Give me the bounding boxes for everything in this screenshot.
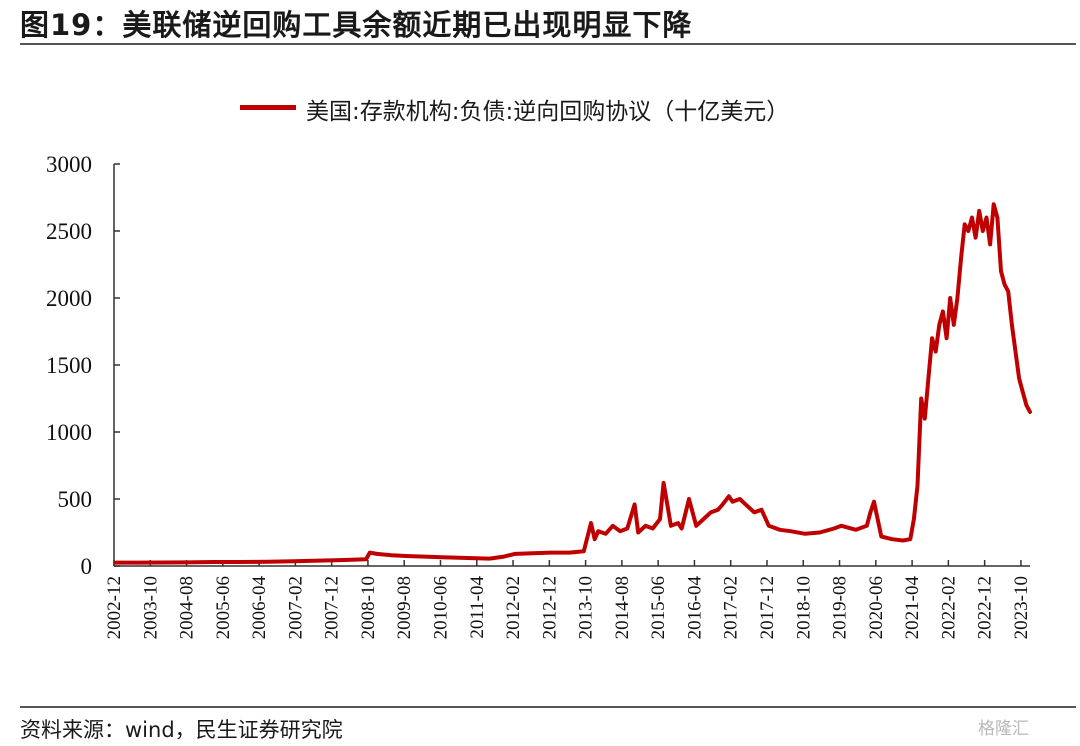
x-tick-label: 2013-10 (576, 576, 597, 639)
y-tick-label: 1500 (46, 353, 92, 378)
y-tick-label: 500 (58, 487, 93, 512)
x-tick-label: 2007-12 (322, 576, 343, 639)
x-tick-label: 2016-04 (684, 576, 705, 640)
y-tick-label: 1000 (46, 420, 92, 445)
x-tick-label: 2007-02 (285, 576, 306, 639)
x-tick-label: 2011-04 (467, 576, 488, 639)
y-tick-label: 3000 (46, 152, 92, 177)
chart-axes (113, 164, 1030, 567)
legend-label: 美国:存款机构:负债:逆向回购协议（十亿美元） (306, 99, 790, 125)
x-tick-label: 2019-08 (830, 576, 851, 639)
x-tick-label: 2022-12 (975, 576, 996, 639)
x-tick-label: 2005-06 (213, 576, 234, 639)
x-tick-label: 2017-02 (721, 576, 742, 639)
x-tick-label: 2012-12 (539, 576, 560, 639)
series-layer (113, 202, 1032, 565)
series-line-0 (113, 202, 1032, 565)
x-tick-label: 2010-06 (430, 576, 451, 639)
x-tick-label: 2015-06 (648, 576, 669, 639)
y-tick-label: 0 (81, 554, 93, 579)
x-tick-label: 2022-02 (938, 576, 959, 639)
x-tick-label: 2014-08 (612, 576, 633, 639)
x-tick-label: 2008-10 (358, 576, 379, 639)
x-axis-ticks: 2002-12 2003-10 2004-08 2005-06 2006-04 2007-… (104, 560, 1032, 639)
source-note: 资料来源：wind，民生证券研究院 (20, 718, 343, 742)
y-tick-label: 2000 (46, 286, 92, 311)
x-tick-label: 2003-10 (140, 576, 161, 639)
x-tick-label: 2006-04 (249, 576, 270, 640)
title-underline (20, 43, 1076, 45)
x-tick-label: 2023-10 (1011, 576, 1032, 639)
footer-rule (20, 706, 1076, 708)
figure-title: 图19：美联储逆回购工具余额近期已出现明显下降 (20, 8, 693, 42)
x-tick-label: 2012-02 (503, 576, 524, 639)
x-tick-label: 2004-08 (177, 576, 198, 639)
x-tick-label: 2017-12 (757, 576, 778, 639)
y-axis-ticks: 0 500 1000 1500 2000 2500 3000 (46, 152, 120, 579)
x-tick-label: 2021-04 (902, 576, 923, 640)
x-tick-label: 2020-06 (866, 576, 887, 639)
watermark: 格隆汇 (978, 719, 1029, 739)
legend-swatch (240, 105, 296, 110)
x-tick-label: 2002-12 (104, 576, 125, 639)
y-tick-label: 2500 (46, 219, 92, 244)
x-tick-label: 2009-08 (394, 576, 415, 639)
x-tick-label: 2018-10 (793, 576, 814, 639)
